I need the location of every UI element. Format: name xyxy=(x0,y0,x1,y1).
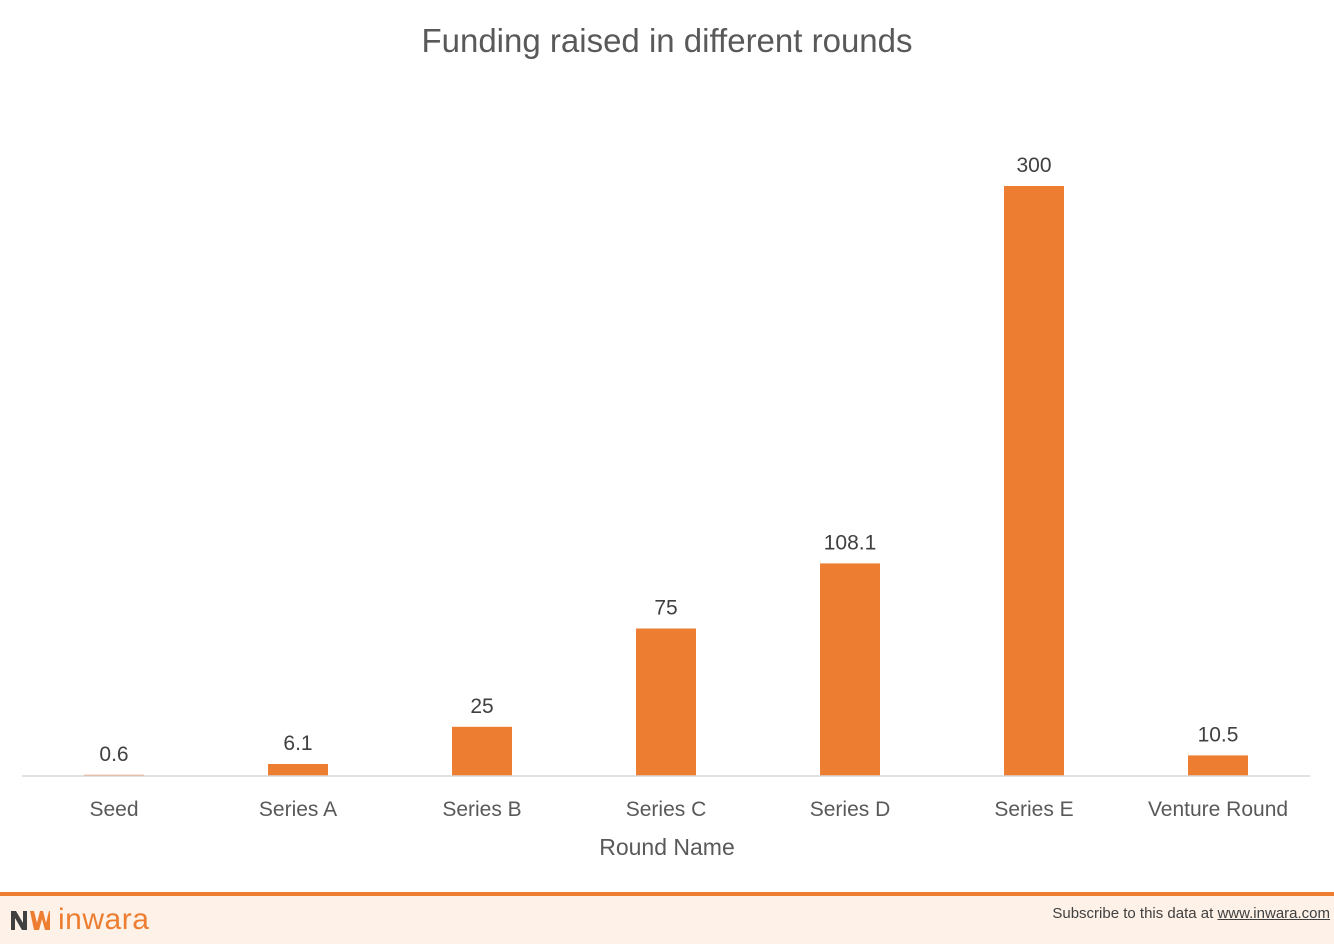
x-tick-label-series-c: Series C xyxy=(626,798,707,821)
subscribe-text: Subscribe to this data at xyxy=(1052,905,1218,922)
x-tick-label-series-e: Series E xyxy=(994,798,1073,821)
data-labels-layer: 0.6 6.1 25 75 108.1 300 10.5 xyxy=(99,154,1238,766)
data-label-series-d: 108.1 xyxy=(824,531,877,554)
x-tick-labels-layer: Seed Series A Series B Series C Series D Seri… xyxy=(89,798,1288,821)
x-tick-label-series-b: Series B xyxy=(442,798,521,821)
x-axis-title: Round Name xyxy=(599,834,735,860)
data-label-series-b: 25 xyxy=(470,695,493,718)
data-label-venture-round: 10.5 xyxy=(1198,723,1239,746)
subscribe-link[interactable]: www.inwara.com xyxy=(1217,905,1330,922)
data-label-seed: 0.6 xyxy=(99,743,128,766)
bar-series-b xyxy=(452,726,512,776)
data-label-series-a: 6.1 xyxy=(283,732,312,755)
bar-series-e xyxy=(1004,186,1064,776)
footer-bar xyxy=(0,892,1334,944)
x-tick-label-series-a: Series A xyxy=(259,798,337,821)
subscribe-note: Subscribe to this data at www.inwara.com xyxy=(1052,905,1330,922)
data-label-series-c: 75 xyxy=(654,597,677,620)
chart-title: Funding raised in different rounds xyxy=(421,22,912,59)
x-tick-label-venture-round: Venture Round xyxy=(1148,798,1288,821)
x-tick-label-seed: Seed xyxy=(89,798,138,821)
inwara-logo: inwara xyxy=(10,900,149,940)
bar-series-a xyxy=(268,764,328,776)
bars-layer xyxy=(84,186,1248,776)
bar-venture-round xyxy=(1188,755,1248,776)
data-label-series-e: 300 xyxy=(1016,154,1051,177)
x-tick-label-series-d: Series D xyxy=(810,798,891,821)
inwara-logo-mark-icon xyxy=(11,911,50,930)
bar-series-c xyxy=(636,628,696,776)
bar-series-d xyxy=(820,563,880,776)
logo-text: inwara xyxy=(58,903,150,936)
